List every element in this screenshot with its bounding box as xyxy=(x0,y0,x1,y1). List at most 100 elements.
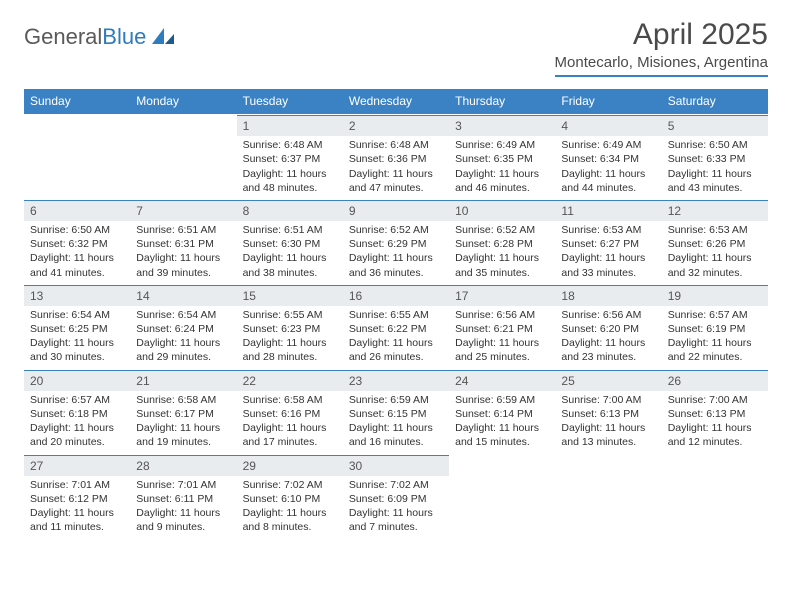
sunset-label: Sunset: 6:31 PM xyxy=(136,237,230,251)
day-details: Sunrise: 6:55 AMSunset: 6:23 PMDaylight:… xyxy=(237,306,343,369)
sunset-label: Sunset: 6:21 PM xyxy=(455,322,549,336)
sunset-label: Sunset: 6:12 PM xyxy=(30,492,124,506)
day-of-week-label: Monday xyxy=(130,89,236,114)
daylight-line-1: Daylight: 11 hours xyxy=(136,251,230,265)
day-details: Sunrise: 6:50 AMSunset: 6:32 PMDaylight:… xyxy=(24,221,130,284)
day-details xyxy=(555,473,661,535)
daylight-line-2: and 11 minutes. xyxy=(30,520,124,534)
sunrise-label: Sunrise: 7:01 AM xyxy=(136,478,230,492)
sunrise-label: Sunrise: 7:01 AM xyxy=(30,478,124,492)
calendar-cell: 14Sunrise: 6:54 AMSunset: 6:24 PMDayligh… xyxy=(130,285,236,369)
daylight-line-1: Daylight: 11 hours xyxy=(243,167,337,181)
sunrise-label: Sunrise: 6:55 AM xyxy=(243,308,337,322)
calendar-cell: 8Sunrise: 6:51 AMSunset: 6:30 PMDaylight… xyxy=(237,200,343,284)
day-number xyxy=(662,455,768,473)
sunset-label: Sunset: 6:26 PM xyxy=(668,237,762,251)
daylight-line-1: Daylight: 11 hours xyxy=(668,251,762,265)
sunset-label: Sunset: 6:27 PM xyxy=(561,237,655,251)
daylight-line-1: Daylight: 11 hours xyxy=(243,421,337,435)
day-number xyxy=(449,455,555,473)
day-details: Sunrise: 7:00 AMSunset: 6:13 PMDaylight:… xyxy=(555,391,661,454)
day-of-week-label: Thursday xyxy=(449,89,555,114)
sunrise-label: Sunrise: 7:00 AM xyxy=(561,393,655,407)
sunrise-label: Sunrise: 6:53 AM xyxy=(668,223,762,237)
calendar-cell: 24Sunrise: 6:59 AMSunset: 6:14 PMDayligh… xyxy=(449,370,555,454)
day-details: Sunrise: 7:01 AMSunset: 6:11 PMDaylight:… xyxy=(130,476,236,539)
sunset-label: Sunset: 6:22 PM xyxy=(349,322,443,336)
daylight-line-2: and 33 minutes. xyxy=(561,266,655,280)
daylight-line-2: and 26 minutes. xyxy=(349,350,443,364)
calendar-week: 1Sunrise: 6:48 AMSunset: 6:37 PMDaylight… xyxy=(24,114,768,199)
daylight-line-1: Daylight: 11 hours xyxy=(243,336,337,350)
sunrise-label: Sunrise: 6:53 AM xyxy=(561,223,655,237)
sunset-label: Sunset: 6:13 PM xyxy=(561,407,655,421)
sunrise-label: Sunrise: 6:58 AM xyxy=(243,393,337,407)
day-number xyxy=(555,455,661,473)
daylight-line-1: Daylight: 11 hours xyxy=(561,336,655,350)
daylight-line-1: Daylight: 11 hours xyxy=(668,167,762,181)
location-label: Montecarlo, Misiones, Argentina xyxy=(555,54,768,77)
calendar-cell: 22Sunrise: 6:58 AMSunset: 6:16 PMDayligh… xyxy=(237,370,343,454)
day-number: 9 xyxy=(343,200,449,221)
calendar-cell: 25Sunrise: 7:00 AMSunset: 6:13 PMDayligh… xyxy=(555,370,661,454)
title-block: April 2025 Montecarlo, Misiones, Argenti… xyxy=(555,18,768,79)
sunset-label: Sunset: 6:34 PM xyxy=(561,152,655,166)
sunrise-label: Sunrise: 6:49 AM xyxy=(561,138,655,152)
day-number: 29 xyxy=(237,455,343,476)
sunset-label: Sunset: 6:29 PM xyxy=(349,237,443,251)
day-number: 5 xyxy=(662,115,768,136)
day-number: 24 xyxy=(449,370,555,391)
day-number: 12 xyxy=(662,200,768,221)
daylight-line-1: Daylight: 11 hours xyxy=(668,336,762,350)
day-details: Sunrise: 6:59 AMSunset: 6:15 PMDaylight:… xyxy=(343,391,449,454)
logo-sail-icon xyxy=(150,26,176,46)
day-of-week-label: Friday xyxy=(555,89,661,114)
day-number: 22 xyxy=(237,370,343,391)
calendar-cell: 30Sunrise: 7:02 AMSunset: 6:09 PMDayligh… xyxy=(343,455,449,539)
calendar-cell: 17Sunrise: 6:56 AMSunset: 6:21 PMDayligh… xyxy=(449,285,555,369)
day-details: Sunrise: 6:58 AMSunset: 6:17 PMDaylight:… xyxy=(130,391,236,454)
calendar-cell-empty xyxy=(24,115,130,199)
calendar-week: 13Sunrise: 6:54 AMSunset: 6:25 PMDayligh… xyxy=(24,284,768,369)
sunrise-label: Sunrise: 6:52 AM xyxy=(349,223,443,237)
day-number: 6 xyxy=(24,200,130,221)
day-details: Sunrise: 6:53 AMSunset: 6:26 PMDaylight:… xyxy=(662,221,768,284)
calendar-cell: 16Sunrise: 6:55 AMSunset: 6:22 PMDayligh… xyxy=(343,285,449,369)
sunrise-label: Sunrise: 6:48 AM xyxy=(349,138,443,152)
daylight-line-1: Daylight: 11 hours xyxy=(455,251,549,265)
calendar-cell: 29Sunrise: 7:02 AMSunset: 6:10 PMDayligh… xyxy=(237,455,343,539)
calendar-cell-empty xyxy=(449,455,555,539)
sunrise-label: Sunrise: 6:57 AM xyxy=(30,393,124,407)
daylight-line-2: and 9 minutes. xyxy=(136,520,230,534)
sunrise-label: Sunrise: 7:02 AM xyxy=(349,478,443,492)
day-details: Sunrise: 6:53 AMSunset: 6:27 PMDaylight:… xyxy=(555,221,661,284)
daylight-line-2: and 46 minutes. xyxy=(455,181,549,195)
day-details xyxy=(24,133,130,195)
daylight-line-1: Daylight: 11 hours xyxy=(349,506,443,520)
sunrise-label: Sunrise: 6:52 AM xyxy=(455,223,549,237)
sunrise-label: Sunrise: 6:56 AM xyxy=(455,308,549,322)
sunset-label: Sunset: 6:10 PM xyxy=(243,492,337,506)
sunrise-label: Sunrise: 7:00 AM xyxy=(668,393,762,407)
calendar-cell: 15Sunrise: 6:55 AMSunset: 6:23 PMDayligh… xyxy=(237,285,343,369)
day-number: 18 xyxy=(555,285,661,306)
day-number: 15 xyxy=(237,285,343,306)
calendar-cell: 7Sunrise: 6:51 AMSunset: 6:31 PMDaylight… xyxy=(130,200,236,284)
sunrise-label: Sunrise: 6:50 AM xyxy=(668,138,762,152)
daylight-line-1: Daylight: 11 hours xyxy=(561,421,655,435)
calendar-cell-empty xyxy=(130,115,236,199)
day-details: Sunrise: 7:01 AMSunset: 6:12 PMDaylight:… xyxy=(24,476,130,539)
sunrise-label: Sunrise: 6:51 AM xyxy=(136,223,230,237)
daylight-line-2: and 36 minutes. xyxy=(349,266,443,280)
calendar-cell: 12Sunrise: 6:53 AMSunset: 6:26 PMDayligh… xyxy=(662,200,768,284)
calendar-cell: 11Sunrise: 6:53 AMSunset: 6:27 PMDayligh… xyxy=(555,200,661,284)
day-details: Sunrise: 6:56 AMSunset: 6:20 PMDaylight:… xyxy=(555,306,661,369)
daylight-line-2: and 48 minutes. xyxy=(243,181,337,195)
sunset-label: Sunset: 6:14 PM xyxy=(455,407,549,421)
sunrise-label: Sunrise: 7:02 AM xyxy=(243,478,337,492)
sunset-label: Sunset: 6:19 PM xyxy=(668,322,762,336)
sunrise-label: Sunrise: 6:48 AM xyxy=(243,138,337,152)
calendar-cell: 9Sunrise: 6:52 AMSunset: 6:29 PMDaylight… xyxy=(343,200,449,284)
day-details: Sunrise: 6:59 AMSunset: 6:14 PMDaylight:… xyxy=(449,391,555,454)
daylight-line-2: and 23 minutes. xyxy=(561,350,655,364)
